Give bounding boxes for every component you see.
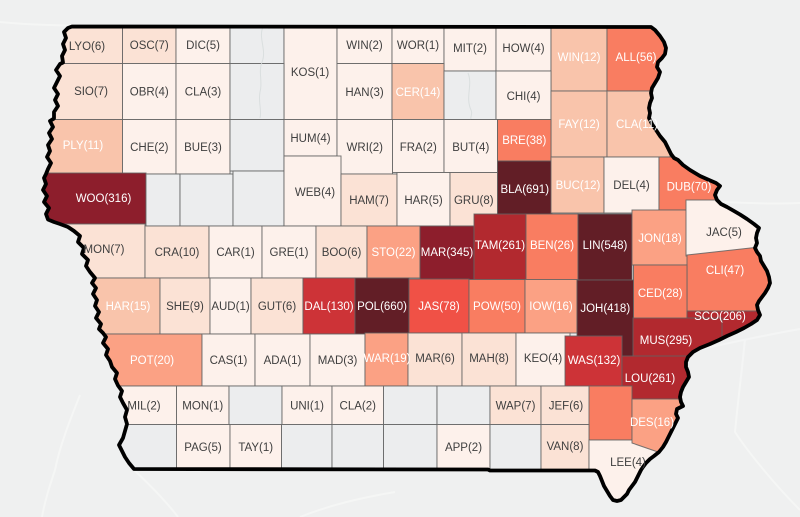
- svg-text:BUC(12): BUC(12): [556, 180, 601, 192]
- svg-text:KEO(4): KEO(4): [524, 353, 563, 365]
- svg-text:SCO(206): SCO(206): [694, 311, 746, 323]
- svg-text:BUT(4): BUT(4): [452, 142, 489, 154]
- svg-text:MUS(295): MUS(295): [640, 335, 693, 347]
- svg-text:JAC(5): JAC(5): [706, 227, 742, 239]
- svg-text:KOS(1): KOS(1): [291, 67, 330, 79]
- svg-text:JEF(6): JEF(6): [549, 401, 584, 413]
- svg-text:UNI(1): UNI(1): [290, 401, 324, 413]
- svg-text:DAL(130): DAL(130): [304, 301, 353, 313]
- svg-text:WOR(1): WOR(1): [397, 40, 439, 52]
- svg-text:WIN(2): WIN(2): [346, 40, 383, 52]
- svg-text:WEB(4): WEB(4): [295, 187, 335, 199]
- svg-text:PLY(11): PLY(11): [63, 140, 104, 152]
- svg-text:WRI(2): WRI(2): [347, 142, 384, 154]
- svg-text:BLA(691): BLA(691): [500, 184, 549, 196]
- svg-text:MON(1): MON(1): [182, 401, 223, 413]
- svg-text:LOU(261): LOU(261): [625, 373, 676, 385]
- svg-text:DEL(4): DEL(4): [613, 180, 650, 192]
- svg-text:BRE(38): BRE(38): [502, 135, 546, 147]
- svg-text:BEN(26): BEN(26): [530, 240, 574, 252]
- svg-text:WOO(316): WOO(316): [76, 193, 132, 205]
- svg-text:SHE(9): SHE(9): [166, 301, 204, 313]
- svg-text:WAS(132): WAS(132): [568, 355, 621, 367]
- svg-text:HAN(3): HAN(3): [345, 87, 384, 99]
- svg-text:ADA(1): ADA(1): [264, 355, 302, 367]
- svg-text:CAR(1): CAR(1): [216, 247, 255, 259]
- svg-text:STO(22): STO(22): [372, 247, 416, 259]
- svg-text:POL(660): POL(660): [357, 301, 407, 313]
- svg-text:AUD(1): AUD(1): [211, 301, 250, 313]
- svg-text:WAP(7): WAP(7): [496, 401, 536, 413]
- svg-text:CER(14): CER(14): [396, 87, 441, 99]
- svg-text:CLA(2): CLA(2): [340, 401, 377, 413]
- svg-text:MAR(6): MAR(6): [415, 353, 455, 365]
- svg-text:GRE(1): GRE(1): [270, 247, 309, 259]
- svg-text:CLA(11): CLA(11): [616, 119, 658, 131]
- svg-text:LEE(4): LEE(4): [610, 457, 646, 469]
- svg-text:LYO(6): LYO(6): [69, 41, 105, 53]
- svg-text:HAR(5): HAR(5): [404, 195, 443, 207]
- svg-text:TAM(261): TAM(261): [475, 240, 525, 252]
- svg-text:BOO(6): BOO(6): [322, 247, 362, 259]
- svg-text:CHI(4): CHI(4): [507, 91, 541, 103]
- svg-text:MAH(8): MAH(8): [469, 353, 509, 365]
- svg-text:POW(50): POW(50): [473, 301, 521, 313]
- svg-text:MAD(3): MAD(3): [318, 355, 358, 367]
- svg-text:MON(7): MON(7): [84, 244, 125, 256]
- svg-text:DIC(5): DIC(5): [186, 40, 220, 52]
- svg-text:JON(18): JON(18): [638, 233, 682, 245]
- svg-text:GRU(8): GRU(8): [454, 195, 494, 207]
- svg-text:OBR(4): OBR(4): [130, 87, 169, 99]
- svg-text:DUB(70): DUB(70): [667, 182, 712, 194]
- svg-text:HUM(4): HUM(4): [290, 133, 330, 145]
- svg-text:OSC(7): OSC(7): [130, 40, 169, 52]
- svg-text:FRA(2): FRA(2): [400, 142, 437, 154]
- svg-text:FAY(12): FAY(12): [558, 119, 599, 131]
- svg-text:CAS(1): CAS(1): [210, 355, 248, 367]
- svg-text:PAG(5): PAG(5): [184, 442, 222, 454]
- svg-text:HAR(15): HAR(15): [106, 301, 151, 313]
- svg-text:CRA(10): CRA(10): [155, 247, 200, 259]
- svg-text:SIO(7): SIO(7): [74, 86, 108, 98]
- svg-text:CLA(3): CLA(3): [185, 87, 222, 99]
- svg-text:VAN(8): VAN(8): [547, 441, 584, 453]
- svg-text:IOW(16): IOW(16): [529, 301, 573, 313]
- svg-text:JOH(418): JOH(418): [580, 303, 630, 315]
- svg-text:HAM(7): HAM(7): [349, 195, 389, 207]
- svg-text:TAY(1): TAY(1): [238, 442, 273, 454]
- svg-text:APP(2): APP(2): [445, 442, 482, 454]
- svg-text:HOW(4): HOW(4): [502, 43, 544, 55]
- svg-text:ALL(56): ALL(56): [616, 52, 657, 64]
- svg-text:MIL(2): MIL(2): [127, 401, 160, 413]
- svg-text:WIN(12): WIN(12): [558, 52, 601, 64]
- svg-text:BUE(3): BUE(3): [184, 142, 222, 154]
- svg-text:MIT(2): MIT(2): [453, 43, 487, 55]
- svg-text:JAS(78): JAS(78): [418, 301, 460, 313]
- svg-text:CHE(2): CHE(2): [130, 142, 169, 154]
- svg-text:CED(28): CED(28): [638, 288, 683, 300]
- svg-text:GUT(6): GUT(6): [258, 301, 297, 313]
- svg-text:WAR(19): WAR(19): [364, 353, 411, 365]
- svg-text:LIN(548): LIN(548): [583, 240, 628, 252]
- svg-text:POT(20): POT(20): [130, 355, 174, 367]
- svg-text:MAR(345): MAR(345): [421, 247, 474, 259]
- svg-text:DES(16): DES(16): [630, 417, 674, 429]
- svg-text:CLI(47): CLI(47): [706, 265, 745, 277]
